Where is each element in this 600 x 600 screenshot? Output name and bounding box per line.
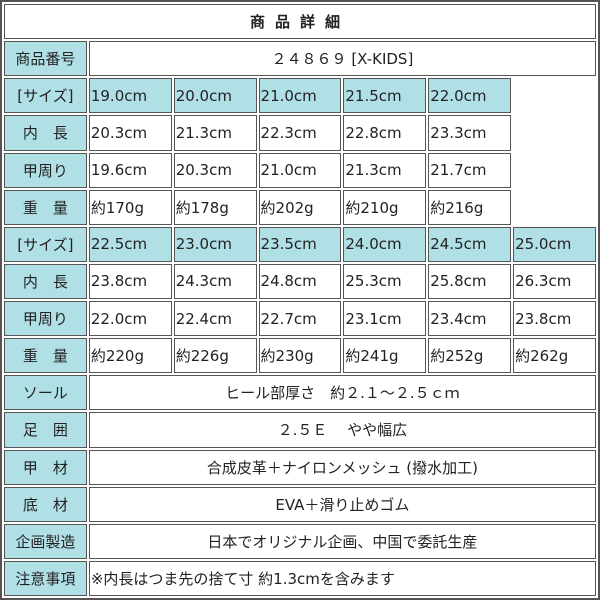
size-cell: 22.0cm <box>428 78 512 114</box>
detail-value: ヒール部厚さ 約２.１～２.５ｃｍ <box>88 375 596 411</box>
value-cell: 21.0cm <box>258 152 342 188</box>
empty-cell <box>513 78 596 114</box>
value-cell: 22.4cm <box>173 301 257 337</box>
detail-value: 日本でオリジナル企画、中国で委託生産 <box>88 523 596 559</box>
table-title: 商品詳細 <box>4 4 596 40</box>
row-label-size: [サイズ] <box>4 78 87 114</box>
detail-row: 底 材 EVA＋滑り止めゴム <box>4 486 596 522</box>
value-cell: 23.4cm <box>428 301 512 337</box>
row-label-inner-length: 内 長 <box>4 115 87 151</box>
value-cell: 24.3cm <box>173 263 257 299</box>
value-cell: 23.8cm <box>513 301 596 337</box>
row-label-instep: 甲周り <box>4 152 87 188</box>
detail-label: ソール <box>4 375 87 411</box>
size-table-row: 重 量約170g 約178g 約202g 約210g 約216g <box>4 189 596 225</box>
size-cell: 24.0cm <box>343 226 427 262</box>
detail-label: 底 材 <box>4 486 87 522</box>
value-cell: 21.7cm <box>428 152 512 188</box>
row-label-weight: 重 量 <box>4 189 87 225</box>
value-cell: 23.3cm <box>428 115 512 151</box>
value-cell: 約178g <box>173 189 257 225</box>
value-cell: 24.8cm <box>258 263 342 299</box>
size-table-row: 内 長 20.3cm 21.3cm 22.3cm 22.8cm 23.3cm <box>4 115 596 151</box>
value-cell: 22.0cm <box>88 301 172 337</box>
value-cell: 約226g <box>173 338 257 374</box>
value-cell: 19.6cm <box>88 152 172 188</box>
detail-row: 足 囲 ２.５Ｅ やや幅広 <box>4 412 596 448</box>
size-table-row: [サイズ] 19.0cm 20.0cm 21.0cm 21.5cm 22.0cm <box>4 78 596 114</box>
value-cell: 21.3cm <box>173 115 257 151</box>
value-cell: 20.3cm <box>88 115 172 151</box>
size-cell: 23.0cm <box>173 226 257 262</box>
size-table-row: 重 量約220g 約226g 約230g 約241g 約252g 約262g <box>4 338 596 374</box>
size-table-row: [サイズ] 22.5cm 23.0cm 23.5cm 24.0cm 24.5cm 25.0c… <box>4 226 596 262</box>
size-cell: 21.5cm <box>343 78 427 114</box>
value-cell: 23.8cm <box>88 263 172 299</box>
value-cell: 26.3cm <box>513 263 596 299</box>
size-cell: 25.0cm <box>513 226 596 262</box>
value-cell: 約202g <box>258 189 342 225</box>
detail-row: ソール ヒール部厚さ 約２.１～２.５ｃｍ <box>4 375 596 411</box>
detail-label: 企画製造 <box>4 523 87 559</box>
value-cell: 約170g <box>88 189 172 225</box>
detail-label: 甲 材 <box>4 449 87 485</box>
size-cell: 21.0cm <box>258 78 342 114</box>
value-cell: 22.8cm <box>343 115 427 151</box>
value-cell: 25.8cm <box>428 263 512 299</box>
value-cell: 約262g <box>513 338 596 374</box>
detail-row: 甲 材合成皮革＋ナイロンメッシュ (撥水加工) <box>4 449 596 485</box>
value-cell: 20.3cm <box>173 152 257 188</box>
product-number-value: ２４８６９ [X-KIDS] <box>88 41 596 77</box>
size-cell: 20.0cm <box>173 78 257 114</box>
size-table-row: 内 長 23.8cm 24.3cm 24.8cm 25.3cm 25.8cm 26.3cm <box>4 263 596 299</box>
detail-value: 合成皮革＋ナイロンメッシュ (撥水加工) <box>88 449 596 485</box>
row-label-weight: 重 量 <box>4 338 87 374</box>
detail-label: 足 囲 <box>4 412 87 448</box>
detail-value: ※内長はつま先の捨て寸 約1.3cmを含みます <box>88 560 596 596</box>
row-label-inner-length: 内 長 <box>4 263 87 299</box>
value-cell: 22.3cm <box>258 115 342 151</box>
size-table-row: 甲周り 22.0cm 22.4cm 22.7cm 23.1cm 23.4cm 23.8cm <box>4 301 596 337</box>
size-cell: 24.5cm <box>428 226 512 262</box>
value-cell: 21.3cm <box>343 152 427 188</box>
value-cell: 約210g <box>343 189 427 225</box>
empty-cell <box>513 115 596 151</box>
empty-cell <box>513 189 596 225</box>
value-cell: 約220g <box>88 338 172 374</box>
title-row: 商品詳細 <box>4 4 596 40</box>
value-cell: 23.1cm <box>343 301 427 337</box>
row-label-size: [サイズ] <box>4 226 87 262</box>
size-cell: 19.0cm <box>88 78 172 114</box>
size-table-row: 甲周り 19.6cm 20.3cm 21.0cm 21.3cm 21.7cm <box>4 152 596 188</box>
size-cell: 22.5cm <box>88 226 172 262</box>
detail-value: ２.５Ｅ やや幅広 <box>88 412 596 448</box>
row-label-instep: 甲周り <box>4 301 87 337</box>
value-cell: 22.7cm <box>258 301 342 337</box>
value-cell: 約241g <box>343 338 427 374</box>
detail-label: 注意事項 <box>4 560 87 596</box>
empty-cell <box>513 152 596 188</box>
value-cell: 約216g <box>428 189 512 225</box>
value-cell: 約230g <box>258 338 342 374</box>
detail-row: 注意事項 ※内長はつま先の捨て寸 約1.3cmを含みます <box>4 560 596 596</box>
size-cell: 23.5cm <box>258 226 342 262</box>
product-number-row: 商品番号 ２４８６９ [X-KIDS] <box>4 41 596 77</box>
value-cell: 約252g <box>428 338 512 374</box>
product-number-label: 商品番号 <box>4 41 87 77</box>
detail-row: 企画製造 日本でオリジナル企画、中国で委託生産 <box>4 523 596 559</box>
value-cell: 25.3cm <box>343 263 427 299</box>
detail-value: EVA＋滑り止めゴム <box>88 486 596 522</box>
